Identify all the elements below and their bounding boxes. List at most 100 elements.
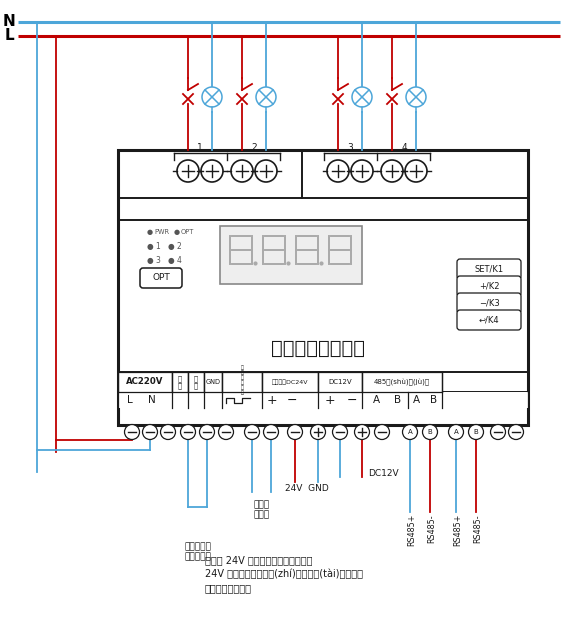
FancyBboxPatch shape xyxy=(457,293,521,313)
Text: ● 3: ● 3 xyxy=(147,256,161,264)
FancyBboxPatch shape xyxy=(220,226,362,284)
Text: 消防輸入DC24V: 消防輸入DC24V xyxy=(272,379,308,385)
FancyBboxPatch shape xyxy=(457,276,521,296)
Circle shape xyxy=(218,424,234,439)
Text: 2: 2 xyxy=(251,144,257,152)
Text: 當消防 24V 輸入時模塊強啟或強切，: 當消防 24V 輸入時模塊強啟或強切， xyxy=(205,555,313,565)
Circle shape xyxy=(231,160,253,182)
Text: RS485+: RS485+ xyxy=(407,514,417,546)
Text: −/K3: −/K3 xyxy=(479,299,499,308)
Bar xyxy=(118,392,528,408)
Circle shape xyxy=(469,424,484,439)
Circle shape xyxy=(244,424,260,439)
Circle shape xyxy=(143,424,157,439)
Text: GND: GND xyxy=(206,379,220,385)
Text: DC12V: DC12V xyxy=(368,469,399,479)
Circle shape xyxy=(509,424,524,439)
Circle shape xyxy=(255,160,277,182)
Text: 485數(shù)據(jù)口: 485數(shù)據(jù)口 xyxy=(374,379,430,386)
Text: 消
信
防
號
反
饋: 消 信 防 號 反 饋 xyxy=(240,365,243,395)
Circle shape xyxy=(449,424,464,439)
Text: 4: 4 xyxy=(401,144,407,152)
Text: 1: 1 xyxy=(197,144,203,152)
Text: B: B xyxy=(431,395,438,405)
Text: +: + xyxy=(325,394,335,406)
Text: 24V  GND: 24V GND xyxy=(284,484,328,493)
Circle shape xyxy=(332,424,347,439)
Circle shape xyxy=(381,160,403,182)
Text: B: B xyxy=(428,429,432,435)
Text: 消防強啟，強切）: 消防強啟，強切） xyxy=(205,583,252,593)
Circle shape xyxy=(180,424,195,439)
Bar xyxy=(118,372,172,392)
Text: 智能照明控制模塊: 智能照明控制模塊 xyxy=(271,339,365,357)
Bar xyxy=(204,372,222,392)
Circle shape xyxy=(256,87,276,107)
Circle shape xyxy=(199,424,214,439)
Text: 3: 3 xyxy=(347,144,353,152)
Bar xyxy=(262,372,318,392)
Text: 總
開: 總 開 xyxy=(178,375,182,389)
Circle shape xyxy=(352,87,372,107)
Bar xyxy=(318,372,362,392)
Text: 備
用: 備 用 xyxy=(194,375,198,389)
Circle shape xyxy=(406,87,426,107)
Circle shape xyxy=(287,424,302,439)
Bar xyxy=(118,150,528,425)
Circle shape xyxy=(423,424,438,439)
Text: N: N xyxy=(148,395,156,405)
Circle shape xyxy=(375,424,390,439)
Circle shape xyxy=(310,424,325,439)
FancyBboxPatch shape xyxy=(140,268,182,288)
Bar xyxy=(362,372,442,392)
Text: A: A xyxy=(372,395,380,405)
Bar xyxy=(188,372,204,392)
Circle shape xyxy=(327,160,349,182)
Circle shape xyxy=(201,160,223,182)
Text: PWR: PWR xyxy=(154,229,169,235)
Text: OPT: OPT xyxy=(181,229,194,235)
FancyBboxPatch shape xyxy=(457,259,521,279)
Text: AC220V: AC220V xyxy=(127,378,164,386)
Text: B: B xyxy=(394,395,402,405)
Text: RS485-: RS485- xyxy=(473,514,483,542)
Text: 24V 斷開時模塊恢復執(zhí)行原狀態(tài)（可選擇: 24V 斷開時模塊恢復執(zhí)行原狀態(tài)（可選擇 xyxy=(205,569,363,579)
Text: RS485-: RS485- xyxy=(428,514,436,542)
Circle shape xyxy=(264,424,279,439)
Text: A: A xyxy=(407,429,412,435)
Text: −: − xyxy=(347,394,357,406)
Text: 無源常
開觸點: 無源常 開觸點 xyxy=(253,500,269,519)
Text: N: N xyxy=(3,14,16,29)
Circle shape xyxy=(202,87,222,107)
FancyBboxPatch shape xyxy=(457,310,521,330)
Text: A: A xyxy=(413,395,420,405)
Circle shape xyxy=(354,424,369,439)
Circle shape xyxy=(405,160,427,182)
Text: ● 2: ● 2 xyxy=(168,241,181,251)
Bar xyxy=(222,372,262,392)
Text: DC12V: DC12V xyxy=(328,379,352,385)
Text: ●: ● xyxy=(174,229,180,235)
Text: L: L xyxy=(4,29,14,44)
Text: B: B xyxy=(473,429,479,435)
Bar xyxy=(172,372,188,392)
Circle shape xyxy=(161,424,176,439)
Text: ● 1: ● 1 xyxy=(147,241,161,251)
Text: ↩/K4: ↩/K4 xyxy=(479,316,499,324)
Circle shape xyxy=(177,160,199,182)
Text: L: L xyxy=(127,395,133,405)
Circle shape xyxy=(491,424,506,439)
Text: +: + xyxy=(266,394,277,406)
Text: −: − xyxy=(287,394,297,406)
Circle shape xyxy=(124,424,139,439)
Text: OPT: OPT xyxy=(152,274,170,282)
Text: ● 4: ● 4 xyxy=(168,256,182,264)
Text: ●: ● xyxy=(147,229,153,235)
Text: SET/K1: SET/K1 xyxy=(475,264,503,274)
Text: A: A xyxy=(454,429,458,435)
Text: RS485+: RS485+ xyxy=(454,514,462,546)
Text: +/K2: +/K2 xyxy=(479,281,499,291)
Text: 消防干接點
或外接總開: 消防干接點 或外接總開 xyxy=(184,542,211,561)
Circle shape xyxy=(402,424,417,439)
Circle shape xyxy=(351,160,373,182)
